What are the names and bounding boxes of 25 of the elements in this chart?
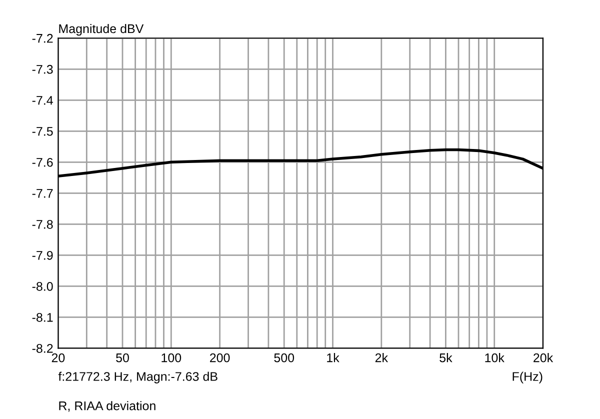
y-tick-label: -8.0 <box>32 282 53 291</box>
x-tick-label: 20 <box>52 353 65 362</box>
x-tick-label: 10k <box>485 353 504 362</box>
y-tick-label: -7.6 <box>32 158 53 167</box>
y-tick-label: -7.3 <box>32 64 53 74</box>
text: R, RIAA deviation <box>59 401 156 412</box>
x-tick-label: 500 <box>274 353 294 362</box>
x-tick-label: 50 <box>116 353 129 362</box>
y-tick-label: -7.7 <box>32 189 53 198</box>
y-tick-label: -8.2 <box>32 344 53 353</box>
y-tick-label: -7.5 <box>32 127 53 136</box>
x-tick-label: 100 <box>162 353 182 362</box>
x-tick-label: 200 <box>210 353 230 362</box>
y-tick-label: -7.9 <box>32 250 53 260</box>
x-axis-title: F(Hz) <box>512 372 542 384</box>
y-tick-label: -7.8 <box>32 220 53 229</box>
text: f:21772.3 Hz, Magn:-7.63 dB <box>58 372 218 384</box>
x-tick-label: 5k <box>440 353 452 362</box>
x-tick-label: 1k <box>327 353 340 362</box>
y-tick-label: -8.1 <box>32 312 53 322</box>
y-axis-title: Magnitude dBV <box>59 24 144 36</box>
x-tick-label: 20k <box>534 353 554 362</box>
y-tick-label: -7.2 <box>32 34 53 43</box>
x-tick-label: 2k <box>375 353 388 362</box>
y-tick-label: -7.4 <box>32 96 53 105</box>
